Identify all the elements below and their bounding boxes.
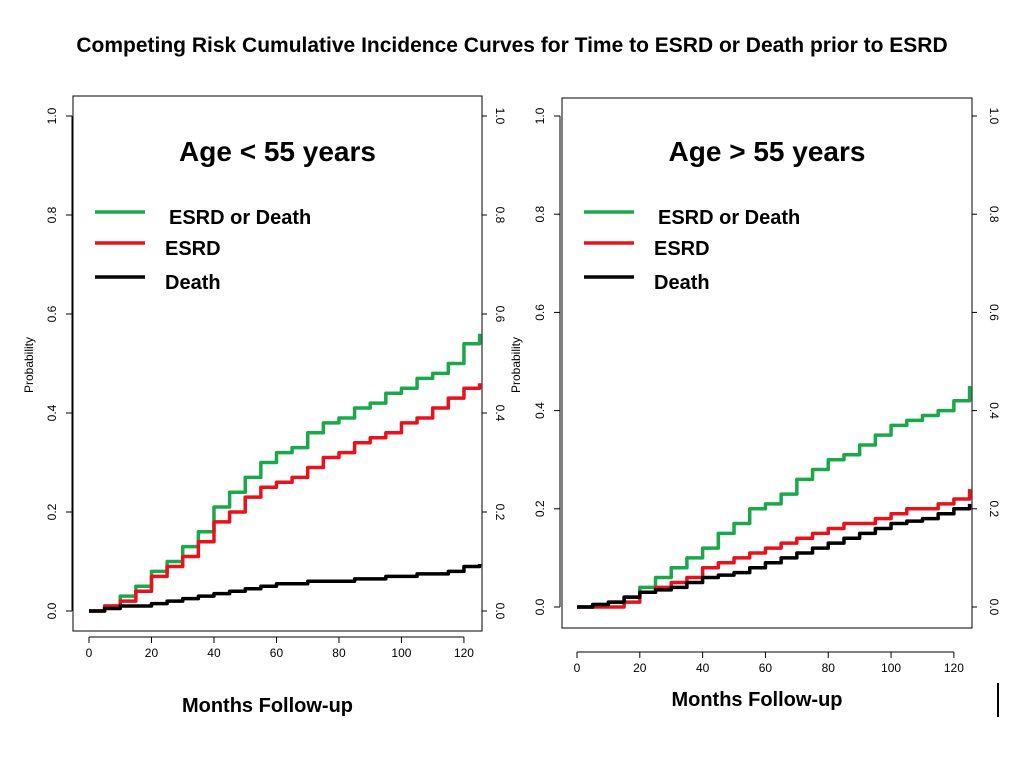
x-tick-label: 120 — [944, 661, 964, 675]
y-tick-label-right: 0.8 — [987, 206, 1001, 223]
y-tick-label-left: 0.8 — [533, 206, 547, 223]
legend-label: ESRD — [654, 238, 710, 260]
y-tick-label-right: 0.2 — [987, 500, 1001, 517]
y-tick-label-right: 1.0 — [493, 108, 507, 125]
series-line-esrd — [89, 383, 482, 613]
plot-frame — [72, 95, 483, 632]
y-tick-label-left: 0.8 — [45, 206, 59, 223]
y-tick-label-right: 0.2 — [493, 504, 507, 521]
y-tick-label-right: 0.4 — [987, 402, 1001, 419]
y-tick-label-left: 0.6 — [45, 305, 59, 322]
y-tick-label-right: 0.6 — [493, 306, 507, 323]
y-tick-label-left: 0.4 — [45, 404, 59, 421]
y-tick-label-right: 0.0 — [493, 603, 507, 620]
x-tick-label: 60 — [270, 646, 284, 660]
series-line-esrd-or-death — [577, 386, 972, 609]
y-tick-label-left: 0.0 — [533, 598, 547, 615]
x-tick-label: 20 — [633, 661, 647, 675]
y-tick-label-right: 0.0 — [987, 599, 1001, 616]
series-line-death — [577, 503, 972, 609]
y-tick-label-left: 0.4 — [533, 402, 547, 419]
x-tick-label: 0 — [574, 661, 581, 675]
x-tick-label: 80 — [332, 646, 346, 660]
x-axis-label: Months Follow-up — [671, 689, 842, 711]
x-tick-label: 100 — [881, 661, 901, 675]
series-line-death — [89, 563, 482, 613]
y-tick-label-right: 0.8 — [493, 207, 507, 224]
panel-title: Age < 55 years — [179, 136, 376, 167]
x-tick-label: 40 — [696, 661, 710, 675]
legend-label: Death — [165, 272, 221, 294]
chart-panel-1: Age < 55 years 0 20 40 60 80 100 120 0.0 0.0 0.2 0.… — [22, 95, 507, 717]
legend-label: ESRD or Death — [169, 207, 311, 229]
x-tick-label: 60 — [759, 661, 773, 675]
x-tick-label: 120 — [454, 646, 474, 660]
y-tick-label-left: 0.6 — [533, 304, 547, 321]
legend-label: ESRD or Death — [658, 207, 800, 229]
y-tick-label-right: 0.4 — [493, 405, 507, 422]
y-tick-label-left: 0.2 — [45, 503, 59, 520]
y-axis-label: Probability — [22, 337, 36, 393]
series-line-esrd — [577, 489, 972, 609]
y-tick-label-left: 1.0 — [45, 107, 59, 124]
x-tick-label: 80 — [822, 661, 836, 675]
chart-panel-2: Age > 55 years 0 20 40 60 80 100 120 0.0 0.0 0.2 0.… — [509, 97, 1001, 711]
divider-line — [997, 683, 999, 717]
legend-label: ESRD — [165, 238, 221, 260]
x-tick-label: 20 — [145, 646, 159, 660]
x-tick-label: 100 — [391, 646, 411, 660]
x-tick-label: 40 — [207, 646, 221, 660]
y-tick-label-right: 0.6 — [987, 304, 1001, 321]
plot-frame — [561, 97, 973, 629]
y-tick-label-right: 1.0 — [987, 108, 1001, 125]
y-tick-label-left: 1.0 — [533, 107, 547, 124]
series-line-esrd-or-death — [89, 333, 482, 613]
panel-title: Age > 55 years — [669, 136, 866, 167]
x-tick-label: 0 — [86, 646, 93, 660]
y-tick-label-left: 0.0 — [45, 602, 59, 619]
legend-label: Death — [654, 272, 710, 294]
y-axis-label: Probability — [509, 337, 523, 393]
main-title: Competing Risk Cumulative Incidence Curv… — [76, 34, 948, 57]
y-tick-label-left: 0.2 — [533, 500, 547, 517]
x-axis-label: Months Follow-up — [182, 695, 353, 717]
